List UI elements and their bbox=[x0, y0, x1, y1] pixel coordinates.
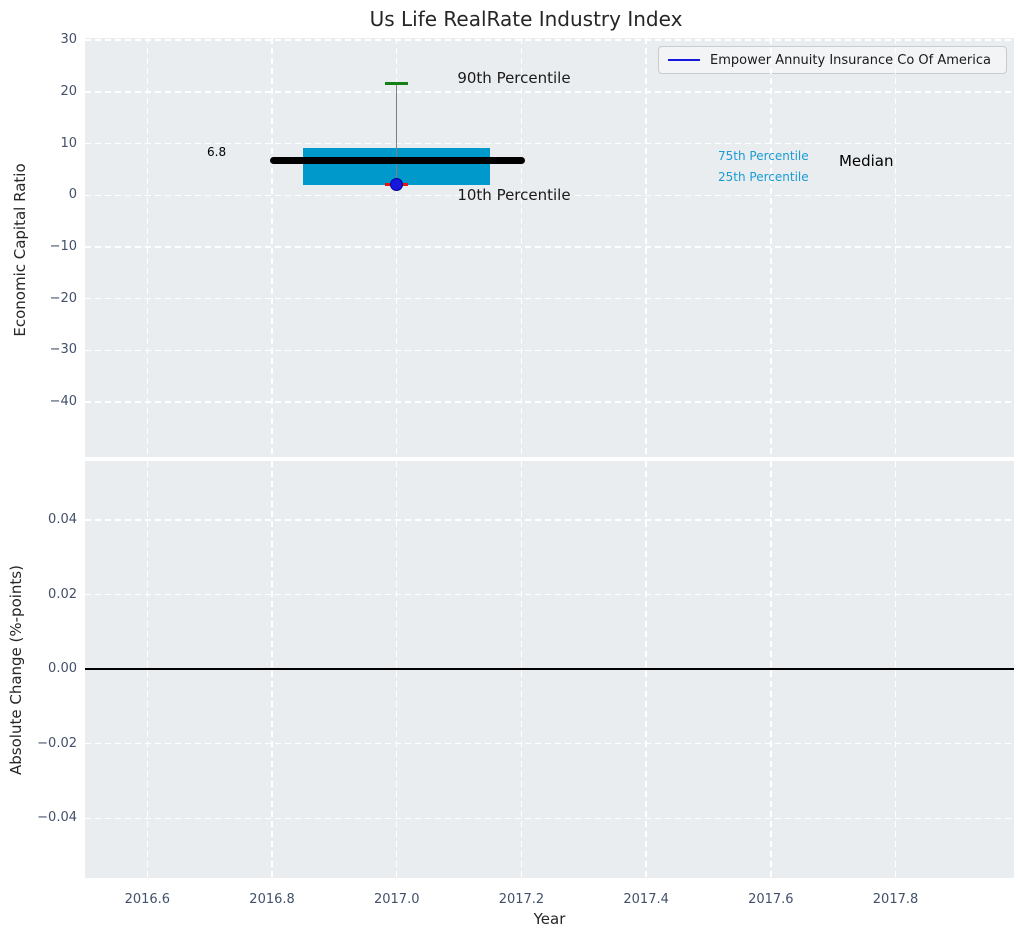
gridline-y bbox=[85, 194, 1014, 196]
x-tick-label: 2016.6 bbox=[124, 892, 171, 907]
company-dot bbox=[390, 177, 404, 191]
annotation-median: Median bbox=[838, 152, 894, 171]
gridline-y bbox=[85, 246, 1014, 248]
gridline-y bbox=[85, 39, 1014, 41]
x-tick-label: 2016.8 bbox=[249, 892, 295, 907]
whisker-line bbox=[395, 83, 398, 185]
y-tick-label: 20 bbox=[60, 83, 77, 99]
gridline-y bbox=[85, 742, 1014, 745]
gridline-y bbox=[85, 142, 1014, 145]
y-tick-label: 0.00 bbox=[48, 661, 77, 677]
x-axis-label: Year bbox=[533, 910, 566, 928]
median-line bbox=[270, 156, 526, 164]
gridline-y bbox=[85, 297, 1014, 300]
x-tick-label: 2017.2 bbox=[498, 892, 545, 907]
y-tick-label: −10 bbox=[49, 238, 77, 254]
legend-label: Empower Annuity Insurance Co Of America bbox=[710, 52, 991, 68]
annotation-75th-percentile: 75th Percentile bbox=[718, 149, 809, 164]
y-tick-label: −40 bbox=[49, 394, 77, 410]
x-tick-label: 2017.0 bbox=[373, 892, 420, 907]
annotation-90th-percentile: 90th Percentile bbox=[457, 68, 571, 87]
y-tick-label: 0.04 bbox=[48, 511, 77, 527]
legend: Empower Annuity Insurance Co Of America bbox=[658, 46, 1007, 74]
gridline-y bbox=[85, 817, 1014, 820]
y-tick-label: −0.02 bbox=[37, 735, 77, 751]
annotation-6-8: 6.8 bbox=[207, 145, 227, 160]
x-tick-label: 2017.6 bbox=[748, 892, 794, 907]
annotation-25th-percentile: 25th Percentile bbox=[718, 170, 809, 185]
y-tick-label: 10 bbox=[60, 135, 77, 151]
zero-line bbox=[85, 668, 1014, 671]
chart-title: Us Life RealRate Industry Index bbox=[369, 7, 683, 31]
x-tick-label: 2017.8 bbox=[872, 892, 919, 907]
gridline-y bbox=[85, 519, 1014, 521]
legend-line-icon bbox=[668, 58, 700, 62]
x-tick-label: 2017.4 bbox=[623, 892, 669, 907]
y-tick-label: −30 bbox=[49, 342, 77, 358]
gridline-y bbox=[85, 91, 1014, 93]
gridline-y bbox=[85, 349, 1014, 352]
y-tick-label: 30 bbox=[60, 32, 77, 48]
gridline-y bbox=[85, 593, 1014, 596]
gridline-y bbox=[85, 401, 1014, 403]
y-tick-label: −0.04 bbox=[37, 810, 77, 826]
y-tick-label: 0 bbox=[68, 187, 77, 203]
annotation-10th-percentile: 10th Percentile bbox=[457, 185, 571, 204]
y-tick-label: −20 bbox=[49, 290, 77, 306]
cap-90th-percentile bbox=[385, 81, 409, 85]
y-tick-label: 0.02 bbox=[48, 586, 77, 602]
